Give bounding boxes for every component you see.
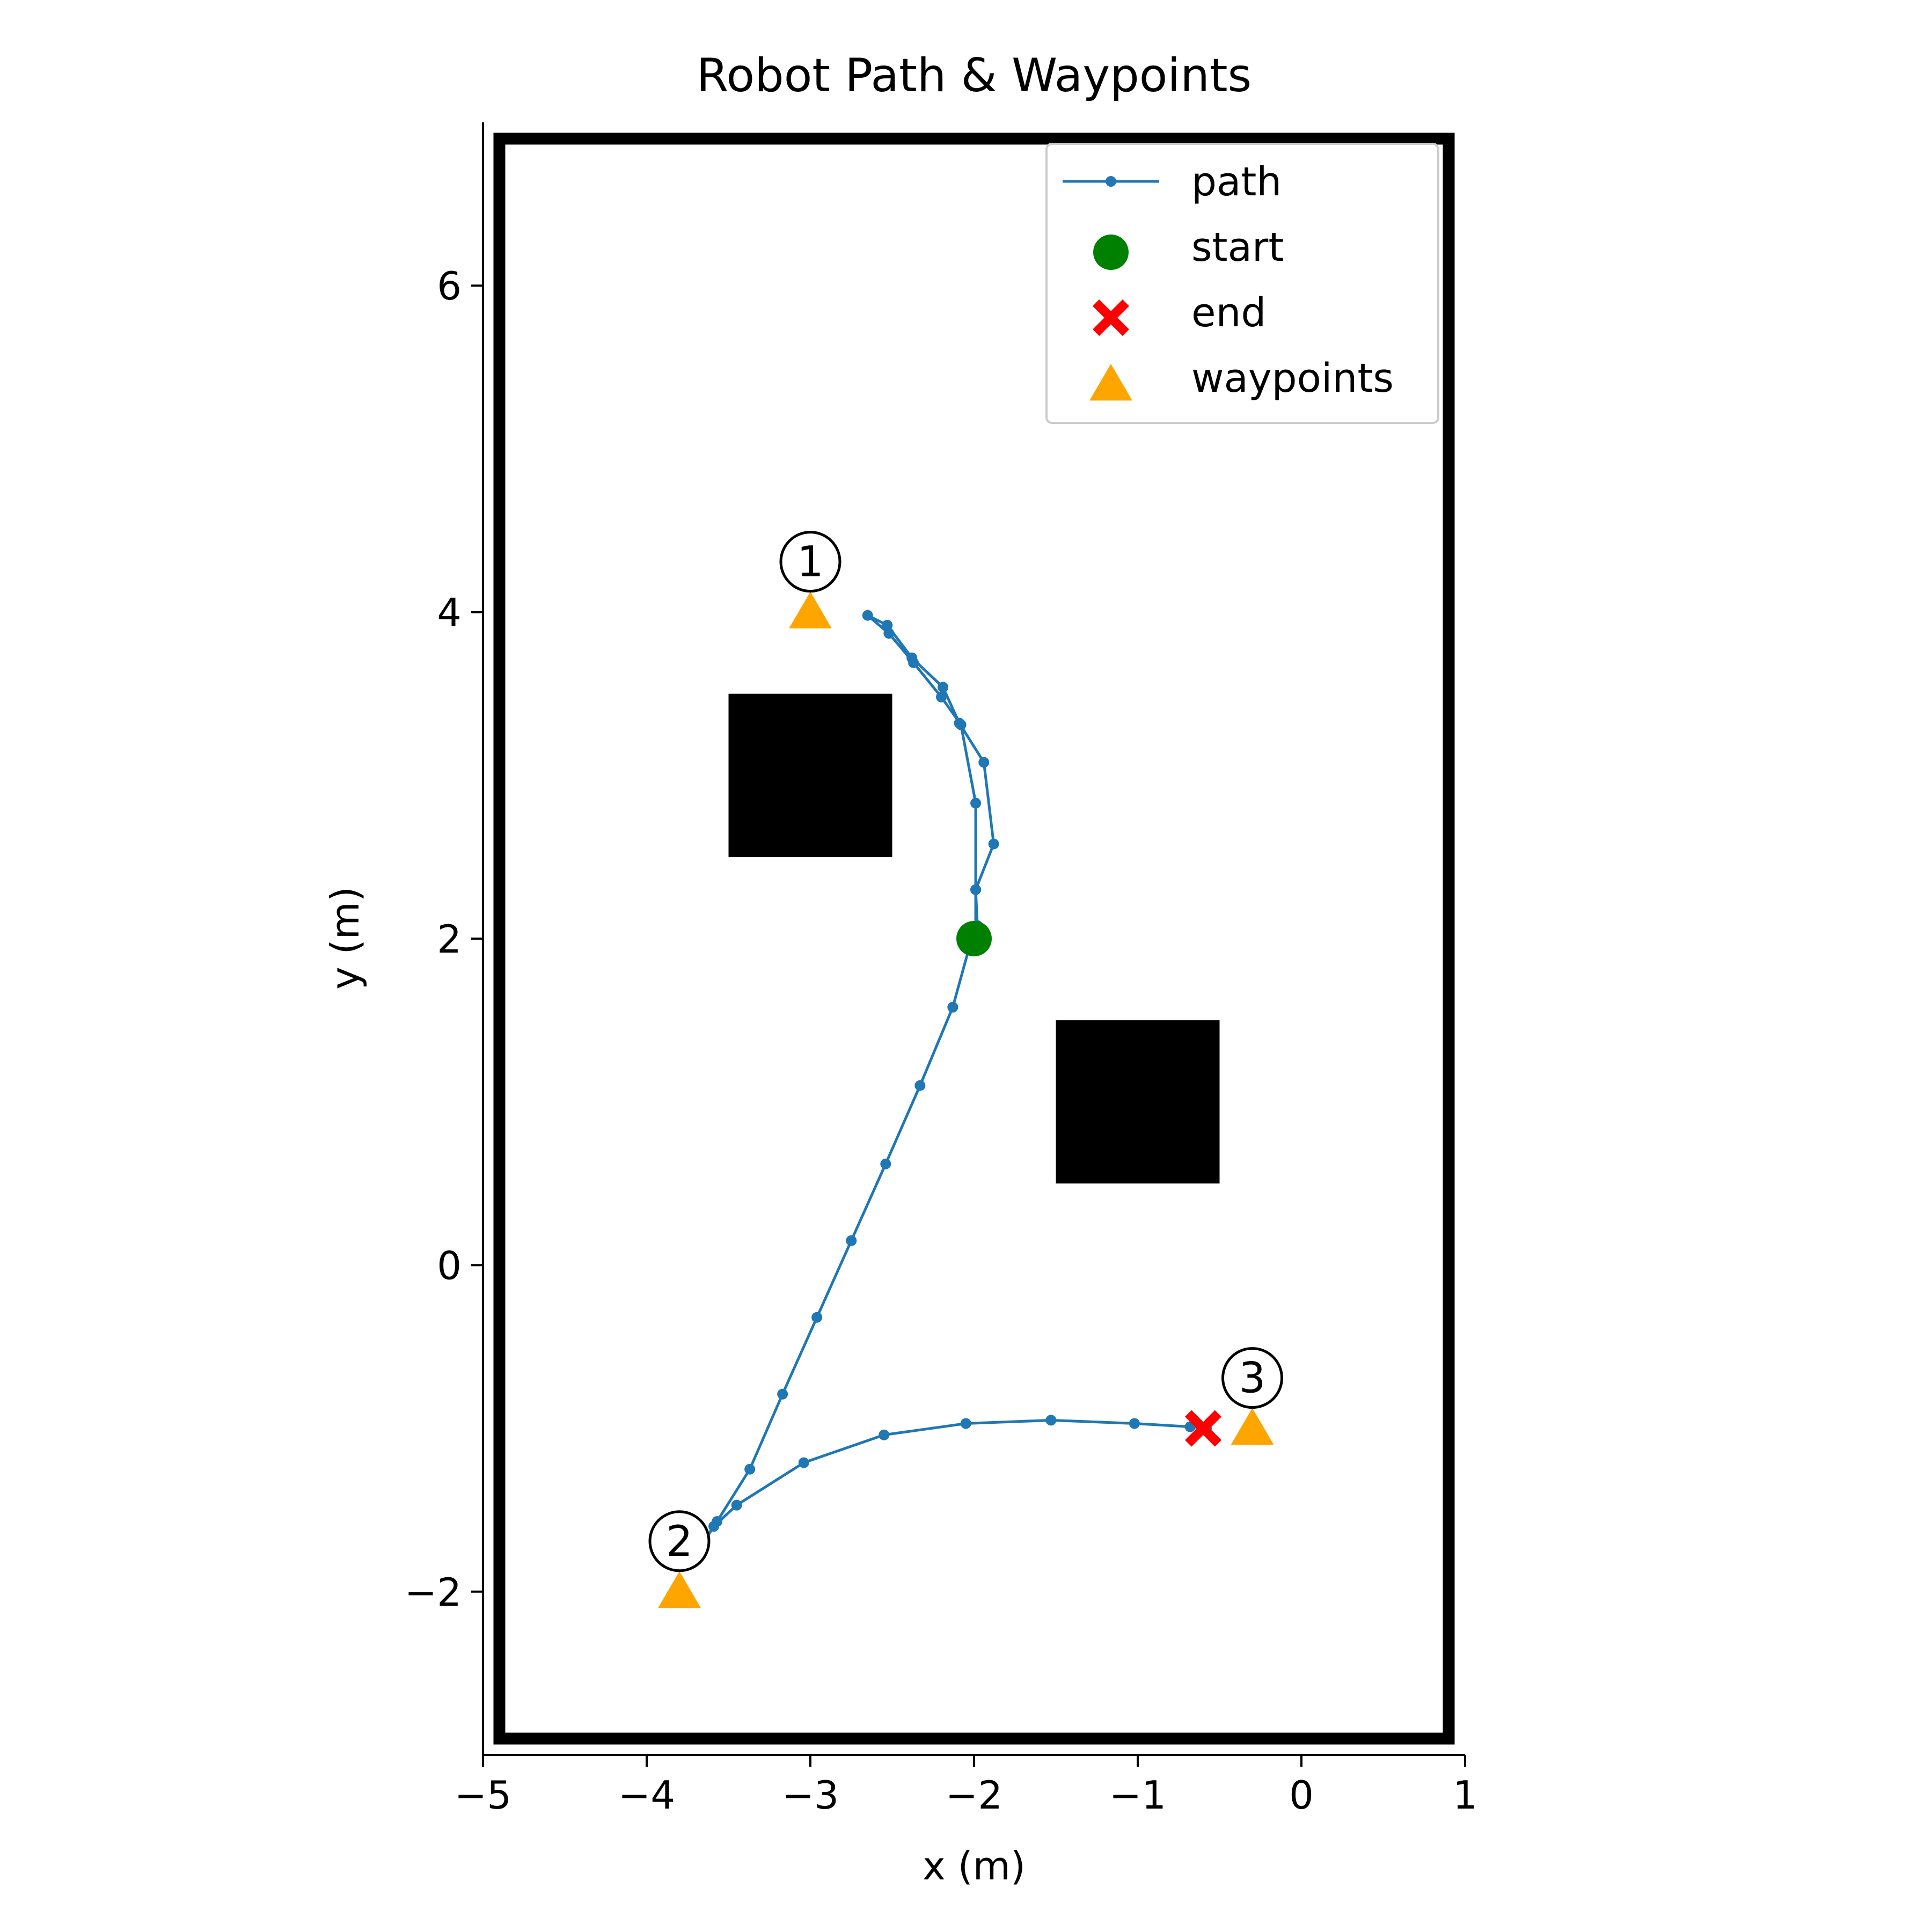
path-point: [947, 1001, 958, 1013]
path-point: [955, 719, 967, 730]
y-axis: −2 0 2 4 6: [405, 122, 484, 1755]
path-point: [908, 657, 919, 668]
waypoint-badge-1: [779, 531, 841, 593]
y-axis-label: y (m): [323, 887, 368, 990]
path-point: [798, 1457, 809, 1468]
x-tick-label: −1: [1109, 1773, 1166, 1818]
x-axis: −5 −4 −3 −2 −1 0 1: [455, 1754, 1477, 1818]
x-tick-label: −3: [782, 1773, 839, 1818]
chart-title: Robot Path & Waypoints: [697, 49, 1252, 103]
legend-item-start: start: [1093, 224, 1284, 270]
path-point: [880, 1158, 891, 1169]
x-tick-label: −5: [455, 1773, 511, 1818]
path-point: [970, 884, 982, 895]
y-tick-label: 2: [437, 917, 462, 962]
path-point: [811, 1312, 823, 1323]
path-point: [862, 610, 873, 621]
legend-item-path: path: [1063, 159, 1282, 205]
legend-start-marker: [1093, 235, 1129, 270]
start-marker: [956, 921, 992, 956]
legend-label: waypoints: [1191, 355, 1394, 401]
legend-end-marker: [1093, 299, 1129, 336]
path-point: [882, 619, 893, 631]
path-point: [744, 1463, 756, 1475]
path-point: [1129, 1418, 1140, 1429]
boundary-wall: [493, 133, 1455, 1745]
path-point: [879, 1429, 890, 1440]
waypoint-label-3: 3: [1239, 1355, 1266, 1403]
path-point: [914, 1080, 926, 1091]
y-tick-label: 4: [437, 590, 462, 635]
path-point: [936, 691, 947, 702]
x-tick-label: 1: [1453, 1773, 1477, 1818]
path-point: [938, 682, 949, 693]
legend-item-end: end: [1093, 290, 1266, 336]
path-point: [777, 1388, 788, 1400]
x-axis-label: x (m): [923, 1843, 1026, 1889]
plot-area: 1 2 3: [493, 133, 1455, 1745]
x-tick-label: −4: [618, 1773, 675, 1818]
path-point: [1045, 1415, 1057, 1426]
y-tick-label: −2: [405, 1570, 462, 1615]
path-point: [708, 1521, 720, 1532]
legend: path start end waypoints: [1045, 143, 1439, 424]
waypoint-badge-3: [1221, 1347, 1283, 1409]
path-line: [698, 614, 1207, 1551]
path-point: [978, 757, 990, 768]
obstacle-1: [728, 693, 892, 857]
y-tick-label: 6: [437, 264, 462, 309]
obstacle-2: [1056, 1020, 1220, 1184]
legend-item-waypoints: waypoints: [1089, 355, 1394, 401]
waypoint-marker-3: [1231, 1408, 1274, 1445]
end-marker: [1185, 1410, 1221, 1447]
waypoint-badge-2: [648, 1510, 711, 1572]
x-tick-label: 0: [1289, 1773, 1314, 1818]
waypoint-label-2: 2: [666, 1518, 693, 1566]
path-point: [731, 1499, 742, 1511]
legend-label: start: [1191, 224, 1284, 270]
path-point: [960, 1418, 971, 1429]
legend-waypoint-marker: [1089, 364, 1132, 401]
path-point: [883, 628, 895, 639]
waypoint-marker-2: [658, 1571, 701, 1608]
legend-label: path: [1191, 159, 1282, 205]
legend-path-dot: [1106, 176, 1116, 187]
legend-label: end: [1191, 290, 1266, 336]
waypoint-label-1: 1: [797, 538, 824, 587]
path-point: [988, 838, 999, 850]
path-point: [970, 797, 982, 809]
waypoint-marker-1: [789, 591, 832, 628]
legend-box: [1045, 143, 1439, 424]
path-point: [846, 1235, 857, 1246]
x-tick-label: −2: [946, 1773, 1002, 1818]
y-tick-label: 0: [437, 1243, 462, 1288]
